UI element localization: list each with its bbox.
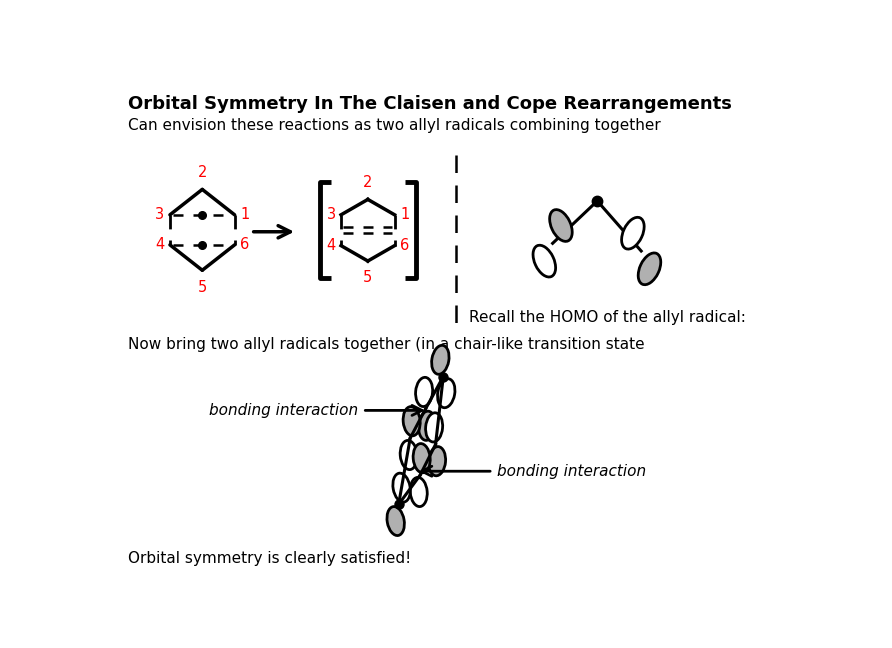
Text: 1: 1 [400, 207, 409, 222]
Ellipse shape [401, 441, 417, 470]
Text: 6: 6 [400, 238, 409, 253]
Ellipse shape [638, 253, 661, 284]
Text: bonding interaction: bonding interaction [497, 464, 646, 479]
Ellipse shape [410, 478, 427, 507]
Ellipse shape [392, 473, 410, 502]
Text: 2: 2 [198, 165, 207, 180]
Text: 1: 1 [240, 207, 249, 222]
Text: 3: 3 [326, 207, 335, 222]
Ellipse shape [533, 245, 556, 277]
Text: Orbital symmetry is clearly satisfied!: Orbital symmetry is clearly satisfied! [128, 551, 410, 566]
Text: 3: 3 [155, 207, 164, 222]
Ellipse shape [549, 209, 573, 242]
Ellipse shape [425, 413, 442, 442]
Text: 5: 5 [363, 270, 373, 285]
Ellipse shape [432, 345, 449, 375]
Text: 2: 2 [363, 175, 373, 190]
Ellipse shape [387, 507, 404, 535]
Ellipse shape [437, 378, 455, 408]
Text: 4: 4 [326, 238, 335, 253]
Ellipse shape [622, 217, 644, 249]
Text: Orbital Symmetry In The Claisen and Cope Rearrangements: Orbital Symmetry In The Claisen and Cope… [128, 95, 731, 113]
Text: 5: 5 [198, 279, 207, 294]
Text: bonding interaction: bonding interaction [210, 403, 359, 418]
Text: Now bring two allyl radicals together (in a chair-like transition state: Now bring two allyl radicals together (i… [128, 337, 644, 353]
Ellipse shape [403, 407, 420, 436]
Ellipse shape [413, 444, 430, 473]
Ellipse shape [416, 377, 433, 406]
Text: 4: 4 [155, 237, 164, 252]
Text: Recall the HOMO of the allyl radical:: Recall the HOMO of the allyl radical: [469, 310, 747, 325]
Ellipse shape [428, 446, 446, 476]
Text: Can envision these reactions as two allyl radicals combining together: Can envision these reactions as two ally… [128, 118, 660, 133]
Ellipse shape [418, 411, 435, 441]
Text: 6: 6 [240, 237, 249, 252]
